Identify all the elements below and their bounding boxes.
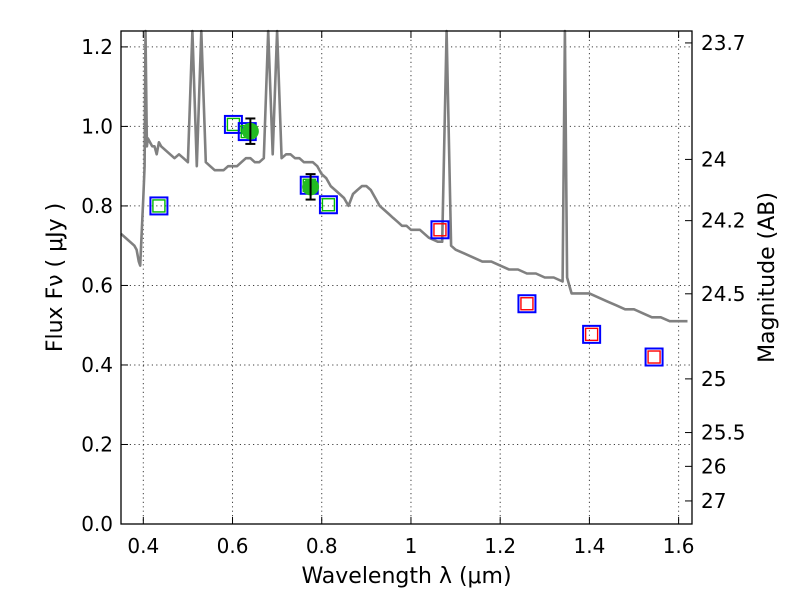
y-axis-label: Flux Fν ( μJy ) <box>43 203 68 352</box>
model-phot-red-box-outer <box>582 324 602 344</box>
right-tick-label: 25.5 <box>701 421 746 445</box>
x-tick-label: 0.8 <box>306 534 338 558</box>
x-tick-label: 1.2 <box>484 534 516 558</box>
right-tick-label: 23.7 <box>701 31 746 55</box>
y-tick-label: 1.0 <box>81 114 113 138</box>
model-sed-line <box>120 29 688 323</box>
model-phot-red-box-inner <box>520 297 534 311</box>
model-phot-green-box-outer <box>149 196 169 216</box>
y-tick-label: 1.2 <box>81 35 113 59</box>
model-phot-red-box-inner <box>433 223 447 237</box>
photometry-layer <box>149 114 664 367</box>
x-tick-label: 1.6 <box>663 534 695 558</box>
right-tick-label: 26 <box>701 454 726 478</box>
y-tick-label: 0.2 <box>81 432 113 456</box>
model-sed-layer <box>120 29 688 323</box>
plot-frame <box>120 30 693 525</box>
model-phot-red-box-outer <box>517 294 537 314</box>
model-phot-green-box-outer <box>318 195 338 215</box>
x-axis-label: Wavelength λ (μm) <box>301 564 511 589</box>
model-phot-green-box-inner <box>226 117 241 132</box>
grid <box>121 31 692 525</box>
x-tick-label: 0.4 <box>127 534 159 558</box>
right-tick-label: 25 <box>701 367 726 391</box>
x-tick-label: 1 <box>405 534 418 558</box>
axis-ticks: 0.4 0.6 0.8 1 1.2 1.4 1.6 0.0 0.2 0.4 0.6 0.8 1.0 1.2… <box>81 31 745 558</box>
x-tick-label: 1.4 <box>573 534 605 558</box>
right-axis-label: Magnitude (AB) <box>755 192 780 363</box>
model-phot-green-box-inner <box>152 199 166 213</box>
model-phot-red-box-outer <box>644 347 664 367</box>
right-tick-label: 24 <box>701 147 726 171</box>
y-tick-label: 0.0 <box>81 512 113 536</box>
y-tick-label: 0.4 <box>81 353 113 377</box>
right-tick-label: 27 <box>701 489 726 513</box>
y-tick-label: 0.8 <box>81 194 113 218</box>
model-phot-red-box-outer <box>430 220 450 240</box>
model-phot-green-box-outer <box>223 114 243 134</box>
model-phot-green-box-inner <box>321 198 336 212</box>
right-tick-label: 24.2 <box>701 209 746 233</box>
model-phot-red-box-inner <box>647 350 661 364</box>
right-tick-label: 24.5 <box>701 282 746 306</box>
model-phot-red-box-inner <box>584 327 599 342</box>
y-tick-label: 0.6 <box>81 273 113 297</box>
x-tick-label: 0.6 <box>217 534 249 558</box>
